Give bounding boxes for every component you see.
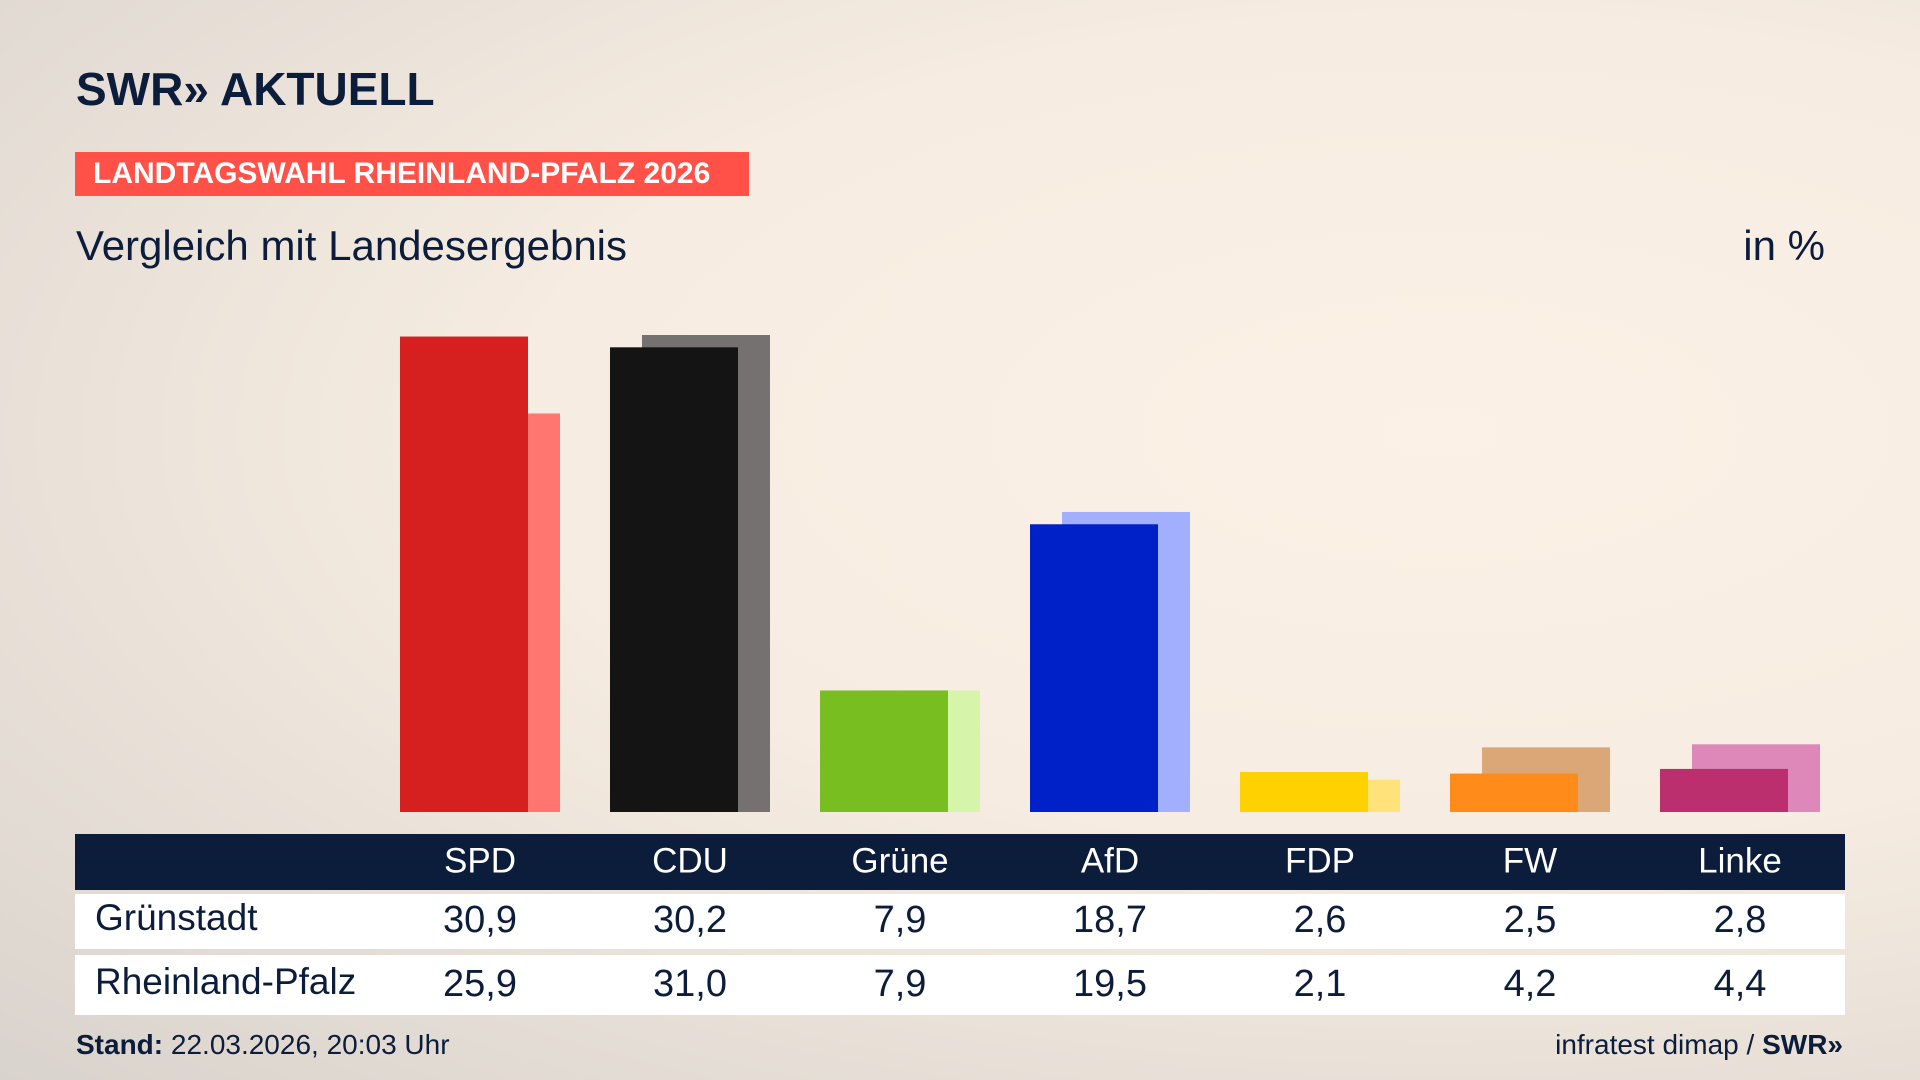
value-label: 30,2 xyxy=(653,899,727,941)
value-label: 30,9 xyxy=(443,899,517,941)
row-label: Rheinland-Pfalz xyxy=(95,961,356,1002)
category-label: FW xyxy=(1503,841,1557,880)
category-label: Linke xyxy=(1698,841,1782,880)
table-row xyxy=(75,955,1845,1015)
source-logo: SWR» xyxy=(1762,1029,1843,1060)
value-label: 2,1 xyxy=(1294,963,1347,1005)
value-label: 2,8 xyxy=(1714,899,1767,941)
value-label: 25,9 xyxy=(443,963,517,1005)
stand-date: 22.03.2026, 20:03 Uhr xyxy=(171,1029,450,1060)
category-label: FDP xyxy=(1285,841,1355,880)
table-row xyxy=(75,894,1845,949)
value-label: 31,0 xyxy=(653,963,727,1005)
bar xyxy=(820,690,948,812)
logo: SWR» AKTUELL xyxy=(76,63,435,115)
bar xyxy=(1030,524,1158,812)
value-label: 2,6 xyxy=(1294,899,1347,941)
stand-label: Stand: xyxy=(76,1029,163,1060)
value-label: 2,5 xyxy=(1504,899,1557,941)
bar xyxy=(610,347,738,812)
category-label: Grüne xyxy=(851,841,948,880)
category-label: AfD xyxy=(1081,841,1139,880)
source-name: infratest dimap / xyxy=(1555,1029,1754,1060)
table-header xyxy=(75,834,1845,890)
source: infratest dimap / SWR» xyxy=(1555,1029,1843,1060)
bar xyxy=(1660,768,1788,812)
value-label: 19,5 xyxy=(1073,963,1147,1005)
bar xyxy=(1450,773,1578,812)
value-label: 7,9 xyxy=(874,963,927,1005)
row-label: Grünstadt xyxy=(95,897,258,938)
value-label: 7,9 xyxy=(874,899,927,941)
chart-title: Vergleich mit Landesergebnis xyxy=(76,222,627,269)
value-label: 4,2 xyxy=(1504,963,1557,1005)
value-label: 18,7 xyxy=(1073,899,1147,941)
bar xyxy=(1240,771,1368,812)
category-label: CDU xyxy=(652,841,728,880)
kicker-box xyxy=(75,152,749,196)
value-label: 4,4 xyxy=(1714,963,1767,1005)
category-label: SPD xyxy=(444,841,516,880)
unit: in % xyxy=(1743,222,1825,269)
bar xyxy=(400,336,528,812)
stand: Stand: 22.03.2026, 20:03 Uhr xyxy=(76,1029,450,1060)
kicker: LANDTAGSWAHL RHEINLAND-PFALZ 2026 xyxy=(93,157,710,190)
